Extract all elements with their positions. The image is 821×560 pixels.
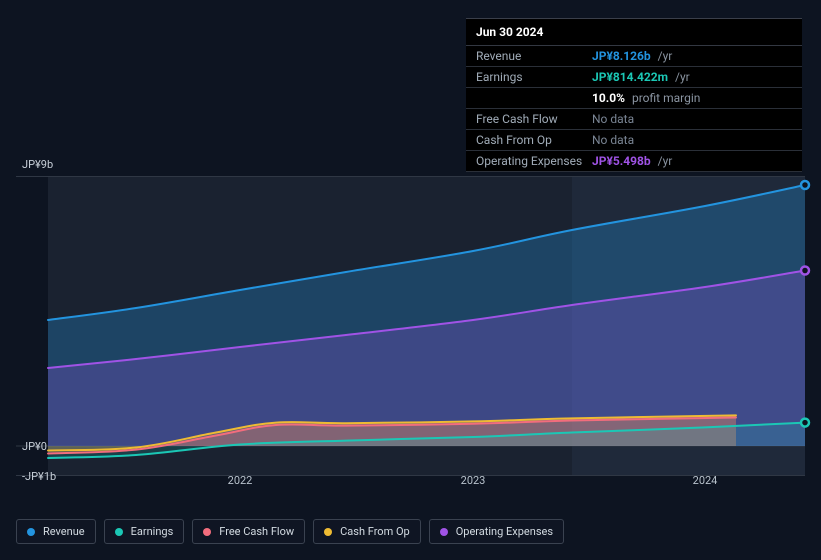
data-tooltip: Jun 30 2024 RevenueJP¥8.126b /yrEarnings… — [466, 18, 802, 172]
legend-dot-icon — [324, 528, 332, 536]
legend-dot-icon — [440, 528, 448, 536]
tooltip-row-value: 10.0% profit margin — [592, 91, 700, 105]
tooltip-row: EarningsJP¥814.422m /yr — [466, 67, 802, 88]
x-axis-tick: 2022 — [228, 474, 253, 487]
legend: Revenue Earnings Free Cash Flow Cash From O… — [16, 519, 564, 544]
chart-svg — [16, 176, 805, 476]
x-axis-tick: 2023 — [461, 474, 486, 487]
plot-area[interactable] — [16, 176, 805, 476]
x-axis: 2022 2023 2024 — [16, 474, 805, 490]
legend-item[interactable]: Earnings — [104, 519, 185, 544]
tooltip-row: Operating ExpensesJP¥5.498b /yr — [466, 151, 802, 172]
tooltip-row: RevenueJP¥8.126b /yr — [466, 46, 802, 67]
chart-area: JP¥9b JP¥0 -JP¥1b 202220232024 — [16, 158, 805, 518]
tooltip-row-label: Free Cash Flow — [476, 112, 592, 126]
tooltip-row-label: Operating Expenses — [476, 154, 592, 168]
chart-container: Jun 30 2024 RevenueJP¥8.126b /yrEarnings… — [0, 0, 821, 560]
yaxis-max-label: JP¥9b — [22, 158, 53, 171]
yaxis-zero-label: JP¥0 — [22, 440, 47, 453]
legend-dot-icon — [115, 528, 123, 536]
tooltip-row: Cash From OpNo data — [466, 130, 802, 151]
tooltip-row-value: JP¥8.126b /yr — [592, 49, 672, 63]
tooltip-row-label: Revenue — [476, 49, 592, 63]
tooltip-row: 10.0% profit margin — [466, 88, 802, 109]
x-axis-tick: 2024 — [693, 474, 718, 487]
tooltip-row-value: JP¥814.422m /yr — [592, 70, 690, 84]
legend-item[interactable]: Revenue — [16, 519, 96, 544]
tooltip-row-value: No data — [592, 133, 634, 147]
legend-label: Earnings — [131, 525, 174, 538]
tooltip-date: Jun 30 2024 — [466, 19, 802, 46]
legend-item[interactable]: Cash From Op — [313, 519, 421, 544]
legend-label: Free Cash Flow — [219, 525, 294, 538]
tooltip-row-label: Earnings — [476, 70, 592, 84]
tooltip-row-value: JP¥5.498b /yr — [592, 154, 672, 168]
legend-item[interactable]: Free Cash Flow — [192, 519, 305, 544]
legend-label: Cash From Op — [340, 525, 410, 538]
tooltip-row-value: No data — [592, 112, 634, 126]
legend-item[interactable]: Operating Expenses — [429, 519, 564, 544]
tooltip-row: Free Cash FlowNo data — [466, 109, 802, 130]
tooltip-row-label: Cash From Op — [476, 133, 592, 147]
legend-label: Revenue — [43, 525, 85, 538]
legend-label: Operating Expenses — [456, 525, 553, 538]
legend-dot-icon — [203, 528, 211, 536]
legend-dot-icon — [27, 528, 35, 536]
